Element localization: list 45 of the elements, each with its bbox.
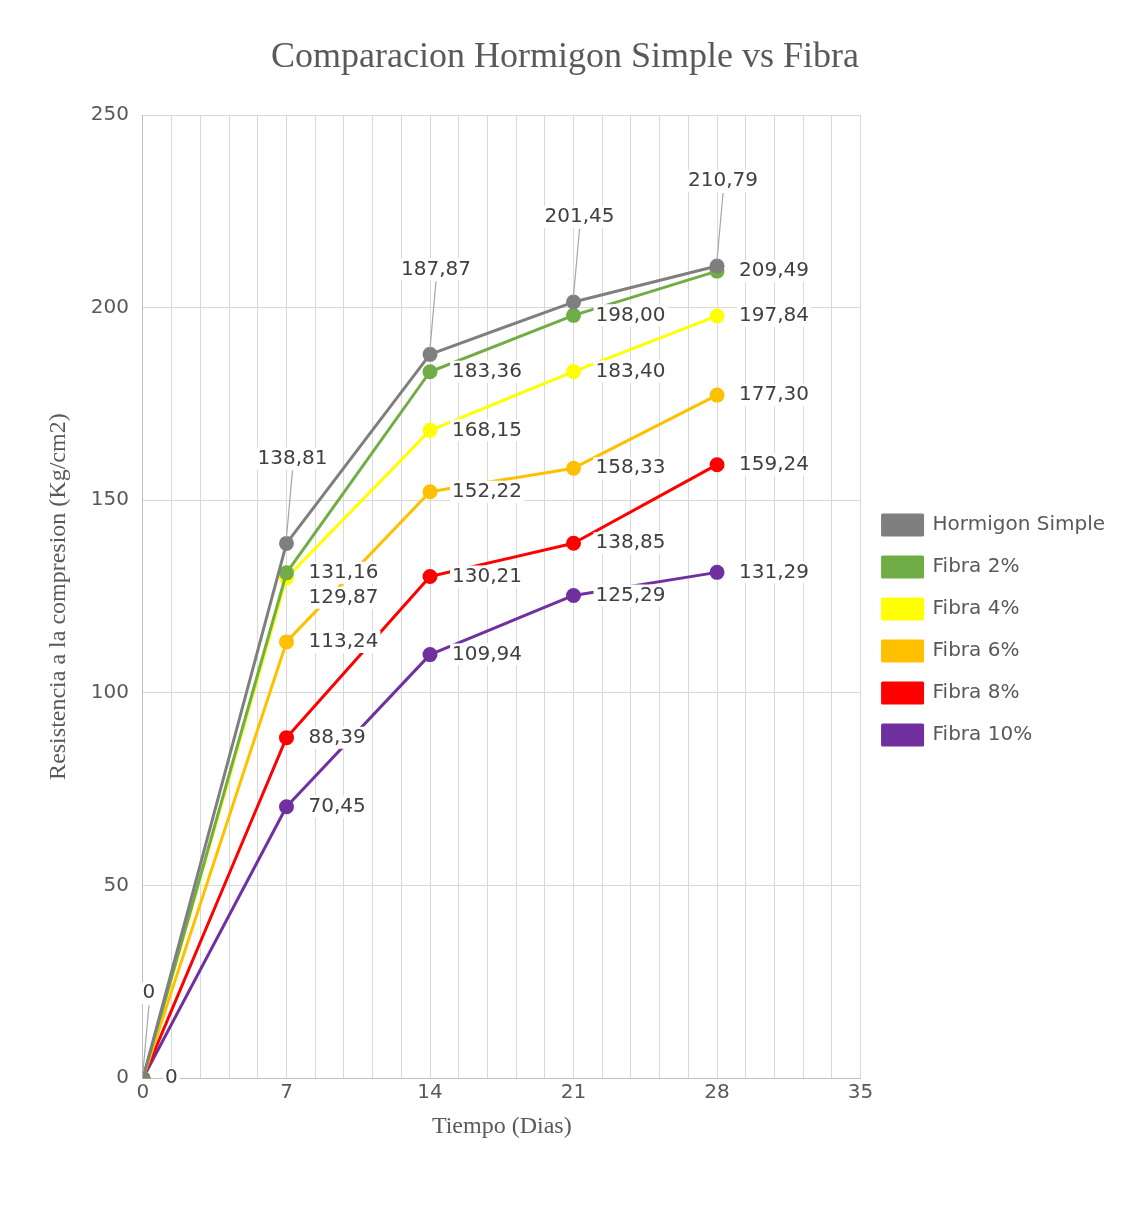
legend-label: Fibra 10% xyxy=(932,721,1033,746)
data-label: 131,29 xyxy=(739,558,810,583)
data-label: 113,24 xyxy=(308,628,379,653)
data-label: 183,36 xyxy=(452,357,522,382)
x-tick-label: 7 xyxy=(280,1079,293,1104)
x-tick-label: 35 xyxy=(847,1079,874,1104)
legend-label: Fibra 4% xyxy=(932,595,1020,620)
y-tick-label: 150 xyxy=(90,486,129,511)
data-label: 152,22 xyxy=(452,477,522,502)
legend-label: Fibra 6% xyxy=(932,637,1020,662)
x-tick-label: 14 xyxy=(417,1079,443,1104)
data-label: 177,30 xyxy=(739,381,810,406)
y-tick-label: 100 xyxy=(90,679,129,704)
data-label: 197,84 xyxy=(739,302,810,327)
data-label: 201,45 xyxy=(544,203,615,228)
data-label: 209,49 xyxy=(739,257,810,282)
x-axis-title: Tiempo (Dias) xyxy=(431,1111,572,1138)
data-label: 210,79 xyxy=(688,167,759,192)
legend-label: Fibra 2% xyxy=(932,553,1020,578)
data-label: 159,24 xyxy=(739,450,810,475)
data-label: 138,85 xyxy=(595,529,666,554)
data-label: 70,45 xyxy=(308,792,366,817)
data-label: 109,94 xyxy=(452,640,522,665)
data-label: 187,87 xyxy=(401,255,471,280)
data-label: 198,00 xyxy=(595,301,666,326)
y-tick-label: 200 xyxy=(90,293,129,318)
y-tick-label: 50 xyxy=(103,871,129,896)
data-label: 131,16 xyxy=(308,559,379,584)
legend-label: Fibra 8% xyxy=(932,679,1020,704)
legend-label: Hormigon Simple xyxy=(932,511,1106,536)
data-label: 125,29 xyxy=(595,581,666,606)
x-tick-label: 21 xyxy=(560,1079,587,1104)
y-axis-title: Resistencia a la compresion (Kg/cm2) xyxy=(43,413,70,780)
data-label: 183,40 xyxy=(595,357,666,382)
data-label: 138,81 xyxy=(257,444,328,469)
data-label: 158,33 xyxy=(595,454,666,479)
data-label: 130,21 xyxy=(452,562,522,587)
data-label: 168,15 xyxy=(452,416,522,441)
data-label: 129,87 xyxy=(308,584,379,609)
data-label: 88,39 xyxy=(308,723,366,748)
data-label: 0 xyxy=(142,979,156,1004)
y-tick-label: 250 xyxy=(90,101,129,126)
chart-title: Comparacion Hormigon Simple vs Fibra xyxy=(270,34,860,76)
x-tick-label: 28 xyxy=(704,1079,730,1104)
x-tick-label: 0 xyxy=(136,1079,150,1104)
